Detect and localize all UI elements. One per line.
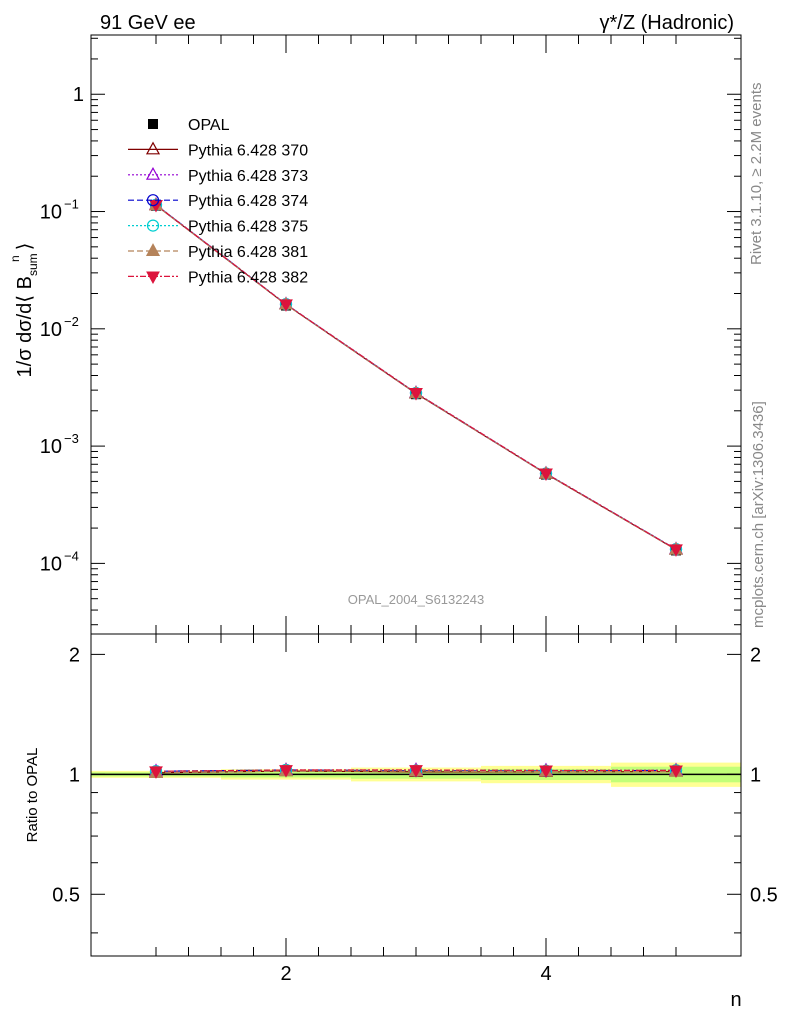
ratio-point — [149, 766, 163, 779]
main-ytick-label: 1 — [73, 84, 84, 106]
ratio-ytick-label-right: 0.5 — [750, 884, 778, 906]
main-ylabel-close: ⟩ — [14, 243, 36, 251]
legend-label: Pythia 6.428 370 — [188, 142, 308, 159]
main-ytick-label: 10 — [40, 436, 62, 458]
main-y-axis-label: 1/σ dσ/d⟨ Bsum ⟩ n — [8, 243, 40, 378]
legend-marker — [146, 194, 160, 207]
ratio-plot-frame — [90, 633, 742, 957]
main-ylabel-sub: sum — [26, 253, 40, 276]
xtick-label: 2 — [280, 963, 291, 985]
main-ytick-exponent: −2 — [64, 314, 79, 329]
ratio-ytick-label-right: 1 — [750, 764, 761, 786]
ratio-point — [669, 765, 683, 778]
main-plot: 110−110−210−310−4 OPAL_2004_S6132243 — [40, 34, 742, 635]
legend-marker — [145, 243, 161, 256]
legend-marker — [146, 271, 160, 285]
legend-label: Pythia 6.428 381 — [188, 244, 308, 261]
main-ytick-label: 10 — [40, 319, 62, 341]
ratio-ytick-label: 0.5 — [52, 884, 80, 906]
ratio-ytick-label: 1 — [69, 764, 80, 786]
ratio-series-line — [155, 770, 677, 774]
legend-label: Pythia 6.428 375 — [188, 219, 308, 236]
data-point — [279, 299, 293, 312]
xtick-label: 4 — [540, 963, 551, 985]
analysis-watermark: OPAL_2004_S6132243 — [348, 592, 484, 607]
header-left-label: 91 GeV ee — [100, 12, 196, 34]
svg-text:1/σ dσ/d⟨ Bsum⟩: 1/σ dσ/d⟨ Bsum ⟩ — [14, 243, 40, 378]
legend: OPAL Pythia 6.428 370 Pythia 6.428 373 Pyth… — [128, 117, 308, 286]
data-point — [669, 544, 683, 557]
ratio-plot: 0.5 0.5 1 1 2 2 2 4 — [52, 35, 778, 985]
data-point — [409, 388, 423, 401]
ratio-y-axis-label: Ratio to OPAL — [24, 748, 41, 843]
legend-label: OPAL — [188, 117, 230, 134]
legend-marker — [146, 219, 160, 232]
ratio-point — [279, 765, 293, 778]
main-ytick-label: 10 — [40, 553, 62, 575]
mcplots-text: mcplots.cern.ch [arXiv:1306.3436] — [750, 401, 767, 628]
data-point — [539, 468, 553, 482]
main-ylabel-sup: n — [8, 255, 22, 262]
legend-label: Pythia 6.428 373 — [188, 168, 308, 185]
ratio-ytick-label: 2 — [69, 644, 80, 666]
legend-label: Pythia 6.428 374 — [188, 193, 308, 210]
ratio-point — [409, 765, 423, 778]
legend-marker — [145, 166, 161, 180]
main-ytick-exponent: −3 — [64, 431, 79, 446]
x-axis-label: n — [730, 989, 741, 1011]
header-right-label: γ*/Z (Hadronic) — [600, 12, 734, 34]
rivet-version-text: Rivet 3.1.10, ≥ 2.2M events — [748, 83, 765, 266]
legend-marker — [145, 141, 161, 155]
ratio-point — [539, 765, 553, 779]
legend-marker — [148, 119, 158, 129]
main-ytick-exponent: −4 — [64, 548, 79, 563]
main-ylabel-text: 1/σ dσ/d⟨ B — [14, 276, 36, 377]
legend-label: Pythia 6.428 382 — [188, 269, 308, 286]
main-ytick-exponent: −1 — [64, 197, 79, 212]
ratio-ytick-label-right: 2 — [750, 644, 761, 666]
main-ytick-label: 10 — [40, 202, 62, 224]
